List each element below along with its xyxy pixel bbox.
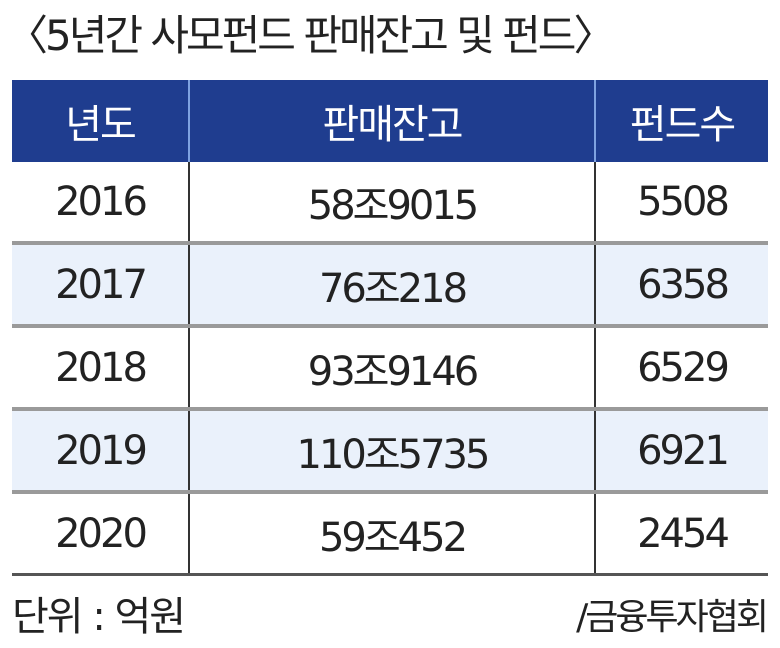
cell-balance: 58조9015: [188, 162, 595, 245]
table-row: 2017 76조218 6358: [12, 243, 768, 328]
cell-balance: 59조452: [188, 492, 595, 576]
cell-year: 2016: [12, 162, 189, 245]
header-row: 년도 판매잔고 펀드수: [12, 80, 768, 162]
header-balance: 판매잔고: [188, 80, 595, 162]
cell-fund-count: 6358: [594, 243, 768, 328]
cell-year: 2020: [12, 492, 189, 576]
table-row: 2019 110조5735 6921: [12, 409, 768, 494]
cell-year: 2018: [12, 326, 189, 411]
cell-balance: 76조218: [188, 243, 595, 328]
source-note: /금융투자협회: [576, 597, 769, 638]
cell-fund-count: 2454: [594, 492, 768, 576]
cell-fund-count: 6921: [594, 409, 768, 494]
table-title: 〈5년간 사모펀드 판매잔고 및 펀드〉: [6, 11, 615, 60]
cell-year: 2017: [12, 243, 189, 328]
cell-balance: 93조9146: [188, 326, 595, 411]
table-row: 2018 93조9146 6529: [12, 326, 768, 411]
header-year: 년도: [12, 80, 189, 162]
header-fund-count: 펀드수: [594, 80, 768, 162]
fund-table: 년도 판매잔고 펀드수 2016 58조9015 5508 2017 76조218 635…: [12, 80, 768, 576]
cell-balance: 110조5735: [188, 409, 595, 494]
table-row: 2020 59조452 2454: [12, 492, 768, 576]
cell-fund-count: 6529: [594, 326, 768, 411]
table-row: 2016 58조9015 5508: [12, 162, 768, 245]
cell-fund-count: 5508: [594, 162, 768, 245]
unit-note: 단위 : 억원: [12, 594, 186, 640]
cell-year: 2019: [12, 409, 189, 494]
